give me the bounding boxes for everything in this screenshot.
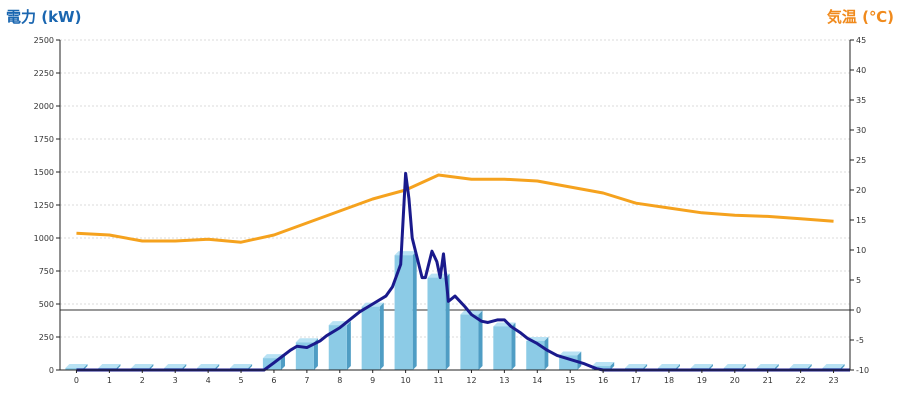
x-tick-label: 0 [74, 376, 79, 385]
power-bar-top [229, 364, 253, 369]
power-bar-top [592, 362, 615, 367]
left-tick-label: 2250 [34, 69, 54, 78]
right-tick-label: 0 [856, 306, 861, 315]
x-tick-label: 13 [499, 376, 509, 385]
power-bar [493, 322, 516, 370]
left-tick-label: 1750 [34, 135, 54, 144]
power-bar-top [657, 364, 681, 369]
axes: 02505007501000125015001750200022502500-1… [34, 36, 869, 385]
power-bar [295, 338, 318, 370]
series-lines [76, 171, 850, 372]
power-bar-top [295, 338, 318, 343]
left-tick-label: 250 [39, 333, 54, 342]
power-bar-side [346, 321, 351, 370]
power-bar [592, 362, 615, 370]
power-bar-side [379, 302, 384, 370]
right-tick-label: 40 [856, 66, 866, 75]
left-tick-label: 750 [39, 267, 54, 276]
x-tick-label: 9 [370, 376, 375, 385]
x-tick-label: 17 [631, 376, 641, 385]
power-bar-side [610, 362, 615, 370]
x-tick-label: 3 [173, 376, 178, 385]
x-tick-label: 20 [730, 376, 740, 385]
power-bar-front [65, 368, 84, 370]
x-tick-label: 4 [206, 376, 211, 385]
left-tick-label: 2500 [34, 36, 54, 45]
power-bar-side [412, 251, 417, 370]
x-tick-label: 10 [401, 376, 411, 385]
left-tick-label: 1500 [34, 168, 54, 177]
left-tick-label: 500 [39, 300, 54, 309]
x-tick-label: 18 [664, 376, 674, 385]
power-bar-top [65, 364, 88, 369]
right-tick-label: 5 [856, 276, 861, 285]
x-tick-label: 14 [532, 376, 542, 385]
power-bar-front [592, 366, 611, 370]
power-bar-front [295, 342, 314, 370]
gridlines [60, 39, 850, 338]
power-bar-top [559, 351, 582, 356]
power-bar-top [131, 364, 154, 369]
power-bar-top [164, 364, 187, 369]
right-tick-label: 15 [856, 216, 866, 225]
power-bar-front [493, 326, 512, 370]
power-bar-top [690, 364, 713, 369]
x-tick-label: 23 [828, 376, 838, 385]
temperature-line [76, 173, 834, 244]
x-tick-label: 16 [598, 376, 608, 385]
right-tick-label: 10 [856, 246, 866, 255]
power-bar-front [361, 306, 380, 370]
x-tick-label: 11 [433, 376, 443, 385]
power-bar-top [756, 364, 779, 369]
power-bar-top [723, 364, 746, 369]
right-tick-label: 30 [856, 126, 866, 135]
right-tick-label: -5 [856, 336, 864, 345]
power-demand-line [76, 171, 850, 372]
right-tick-label: 35 [856, 96, 866, 105]
x-tick-label: 6 [271, 376, 276, 385]
power-bar-side [478, 310, 483, 370]
x-tick-label: 5 [238, 376, 243, 385]
power-bar-side [511, 322, 516, 370]
power-bar-front [394, 255, 413, 370]
power-bar-top [789, 364, 812, 369]
power-bar-side [544, 336, 549, 370]
power-bars [65, 251, 845, 370]
x-tick-label: 22 [796, 376, 806, 385]
right-tick-label: 25 [856, 156, 866, 165]
right-tick-label: 45 [856, 36, 866, 45]
right-tick-label: -10 [856, 366, 869, 375]
power-bar-top [822, 364, 845, 369]
left-axis-title: 電力 (kW) [6, 8, 81, 26]
power-bar-top [98, 364, 121, 369]
left-tick-label: 2000 [34, 102, 54, 111]
x-tick-label: 19 [697, 376, 707, 385]
x-tick-label: 1 [107, 376, 112, 385]
x-tick-label: 21 [763, 376, 773, 385]
power-bar [361, 302, 384, 370]
power-bar-front [427, 277, 446, 370]
right-tick-label: 20 [856, 186, 866, 195]
power-bar-front [526, 340, 545, 370]
left-tick-label: 1000 [34, 234, 54, 243]
power-bar-top [624, 364, 648, 369]
left-tick-label: 0 [49, 366, 54, 375]
power-bar-front [460, 314, 479, 370]
power-bar [460, 310, 483, 370]
power-bar-top [197, 364, 220, 369]
right-axis-title: 気温 (℃) [827, 8, 894, 26]
x-tick-label: 7 [304, 376, 309, 385]
x-tick-label: 12 [466, 376, 476, 385]
x-tick-label: 2 [140, 376, 145, 385]
x-tick-label: 8 [337, 376, 342, 385]
x-tick-label: 15 [565, 376, 575, 385]
left-tick-label: 1250 [34, 201, 54, 210]
power-bar-front [328, 325, 347, 370]
power-bar-side [313, 338, 318, 370]
